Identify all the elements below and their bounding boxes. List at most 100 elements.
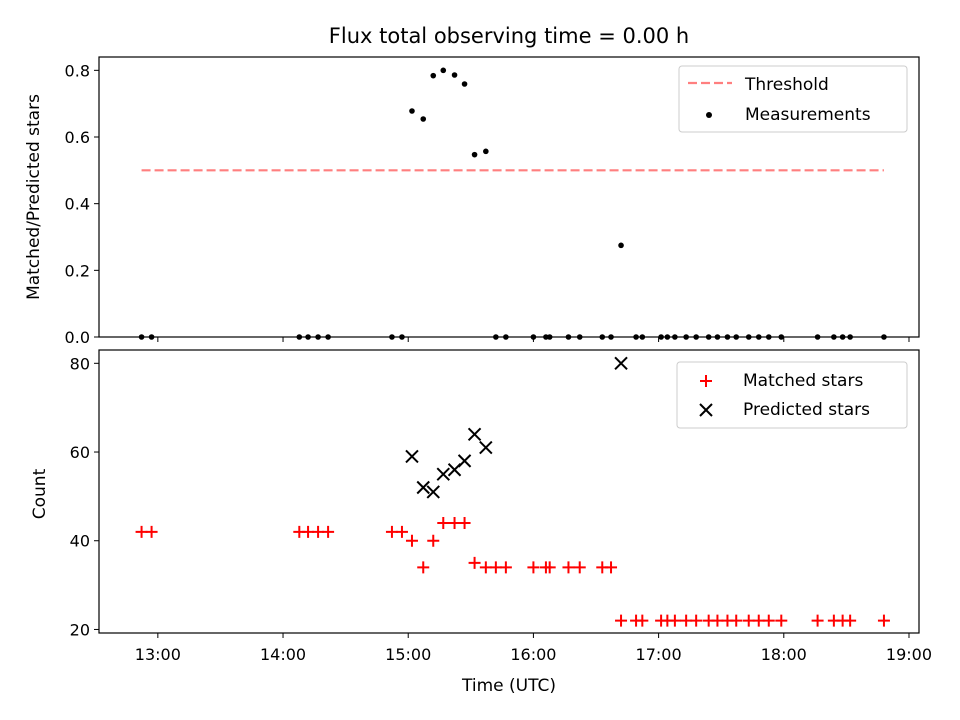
top-legend: Threshold Measurements bbox=[678, 65, 908, 133]
measurement-point bbox=[530, 334, 537, 340]
matched-star-point bbox=[730, 614, 743, 627]
matched-star-point bbox=[668, 614, 681, 627]
matched-star-point bbox=[135, 525, 148, 538]
matched-star-point bbox=[405, 534, 418, 547]
top-y-tick-label: 0.4 bbox=[65, 195, 90, 214]
measurement-point bbox=[296, 334, 303, 340]
measurement-point bbox=[672, 334, 678, 340]
matched-star-point bbox=[385, 525, 398, 538]
measurement-point bbox=[565, 334, 572, 340]
predicted-star-point bbox=[467, 427, 482, 441]
measurement-point bbox=[546, 334, 553, 340]
matched-star-point bbox=[302, 525, 315, 538]
predicted-star-point bbox=[426, 485, 440, 499]
measurement-point bbox=[765, 334, 772, 340]
matched-star-point bbox=[742, 614, 755, 627]
top-panel: Flux total observing time = 0.00 h Match… bbox=[24, 24, 920, 347]
top-y-tick-label: 0.6 bbox=[65, 128, 90, 147]
matched-star-point bbox=[752, 614, 765, 627]
top-panel-y-ticks: 0.0 0.2 0.4 0.6 0.8 bbox=[65, 61, 99, 347]
measurement-point bbox=[683, 334, 689, 340]
matched-star-point bbox=[448, 516, 461, 529]
predicted-star-point bbox=[614, 356, 628, 371]
matched-stars-points bbox=[135, 516, 890, 627]
top-y-tick-label: 0.2 bbox=[65, 261, 90, 280]
matched-star-point bbox=[775, 614, 788, 627]
matched-star-point bbox=[636, 614, 649, 627]
measurement-points bbox=[138, 67, 887, 340]
bottom-y-tick-label: 80 bbox=[70, 354, 90, 373]
measurement-point bbox=[493, 334, 499, 340]
legend-predicted-label: Predicted stars bbox=[743, 400, 870, 420]
predicted-star-point bbox=[405, 449, 419, 464]
legend-threshold-label: Threshold bbox=[744, 75, 829, 95]
matched-star-point bbox=[417, 561, 430, 574]
matched-star-point bbox=[615, 614, 628, 627]
measurement-point bbox=[778, 334, 785, 340]
matched-star-point bbox=[680, 614, 693, 627]
legend-matched-swatch bbox=[700, 375, 712, 387]
bottom-x-tick-label: 14:00 bbox=[260, 645, 306, 664]
matched-star-point bbox=[527, 561, 540, 574]
measurement-point bbox=[755, 334, 762, 340]
matched-star-point bbox=[877, 614, 890, 627]
measurement-point bbox=[399, 334, 405, 340]
bottom-x-tick-label: 18:00 bbox=[761, 645, 807, 664]
measurement-point bbox=[724, 334, 731, 340]
measurement-point bbox=[608, 334, 614, 340]
measurement-point bbox=[714, 334, 721, 340]
legend-measurements-label: Measurements bbox=[745, 105, 871, 125]
predicted-star-point bbox=[416, 480, 430, 495]
bottom-y-tick-label: 20 bbox=[70, 620, 90, 639]
matched-star-point bbox=[762, 614, 775, 627]
predicted-star-point bbox=[479, 440, 493, 455]
matched-star-point bbox=[395, 525, 408, 538]
bottom-x-tick-label: 17:00 bbox=[636, 645, 682, 664]
measurement-point bbox=[664, 334, 671, 340]
measurement-point bbox=[430, 72, 437, 79]
matched-star-point bbox=[437, 516, 450, 529]
matched-star-point bbox=[479, 561, 492, 574]
predicted-stars-points bbox=[405, 356, 628, 499]
measurement-point bbox=[839, 334, 846, 340]
bottom-x-tick-label: 13:00 bbox=[135, 645, 181, 664]
bottom-panel-ylabel: Count bbox=[30, 468, 50, 519]
matched-star-point bbox=[489, 561, 502, 574]
measurement-point bbox=[483, 148, 489, 155]
bottom-panel-x-ticks: 13:00 14:00 15:00 16:00 17:00 18:00 19:00 bbox=[135, 633, 932, 664]
matched-star-point bbox=[543, 561, 556, 574]
measurement-point bbox=[440, 67, 447, 74]
top-y-tick-label: 0.8 bbox=[65, 61, 90, 80]
matched-star-point bbox=[458, 516, 471, 529]
measurement-point bbox=[633, 334, 639, 340]
measurement-point bbox=[503, 334, 509, 340]
top-y-tick-label: 0.0 bbox=[65, 328, 90, 347]
matched-star-point bbox=[427, 534, 440, 547]
measurement-point bbox=[831, 334, 837, 340]
measurement-point bbox=[658, 334, 664, 340]
bottom-panel-xlabel: Time (UTC) bbox=[461, 676, 556, 696]
legend-predicted-swatch bbox=[699, 403, 713, 417]
matched-star-point bbox=[499, 561, 512, 574]
measurement-point bbox=[639, 334, 646, 340]
top-panel-ylabel: Matched/Predicted stars bbox=[24, 94, 44, 300]
matched-star-point bbox=[811, 614, 824, 627]
measurement-point bbox=[315, 334, 321, 340]
bottom-panel: Count Time (UTC) 20 40 60 80 13:00 14:00 15:0… bbox=[30, 349, 932, 696]
measurement-point bbox=[745, 334, 752, 340]
measurement-point bbox=[618, 242, 624, 249]
predicted-star-point bbox=[457, 454, 472, 468]
matched-star-point bbox=[468, 556, 481, 569]
top-panel-frame bbox=[98, 56, 920, 338]
measurement-point bbox=[409, 108, 415, 114]
measurement-point bbox=[420, 116, 427, 122]
measurement-point bbox=[881, 334, 887, 340]
legend-measurements-swatch bbox=[706, 112, 712, 118]
bottom-y-tick-label: 40 bbox=[70, 532, 90, 551]
bottom-x-tick-label: 15:00 bbox=[385, 645, 431, 664]
matched-star-point bbox=[844, 614, 857, 627]
bottom-x-tick-label: 19:00 bbox=[886, 645, 932, 664]
measurement-point bbox=[138, 334, 145, 340]
bottom-legend: Matched stars Predicted stars bbox=[676, 361, 908, 429]
measurement-point bbox=[576, 334, 583, 340]
